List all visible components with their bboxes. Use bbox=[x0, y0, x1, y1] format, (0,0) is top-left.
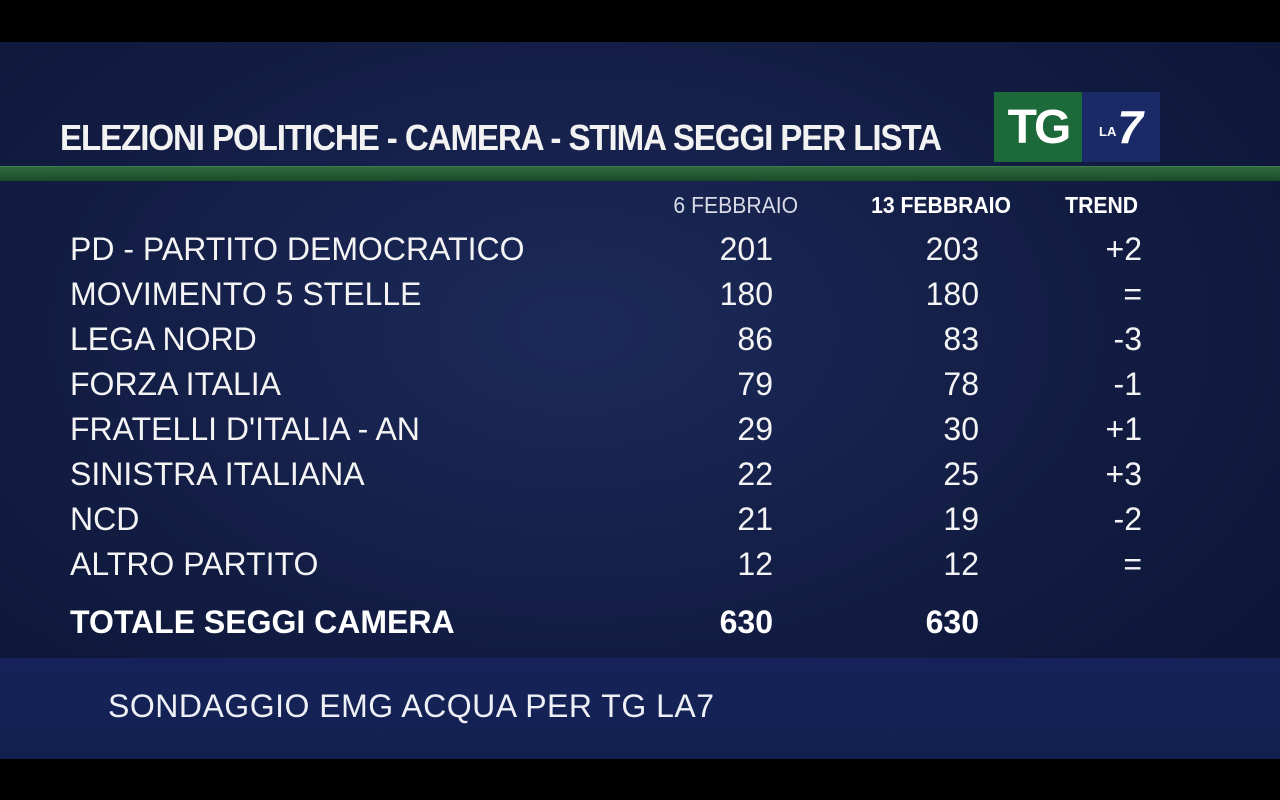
seats-trend: = bbox=[1123, 276, 1142, 312]
table-row: ALTRO PARTITO 12 12 = bbox=[0, 542, 1280, 586]
seats-6-feb: 22 bbox=[737, 456, 773, 492]
logo-la: LA bbox=[1099, 123, 1117, 139]
column-header-6-feb: 6 FEBBRAIO bbox=[673, 192, 799, 218]
page-title: ELEZIONI POLITICHE - CAMERA - STIMA SEGG… bbox=[60, 117, 942, 158]
seats-13-feb: 78 bbox=[943, 366, 979, 402]
seats-13-feb: 25 bbox=[943, 456, 979, 492]
logo-tg: TG bbox=[994, 92, 1082, 162]
seats-13-feb: 180 bbox=[925, 276, 979, 312]
seats-13-feb: 83 bbox=[943, 321, 979, 357]
seats-trend: +3 bbox=[1105, 456, 1142, 492]
total-6-feb: 630 bbox=[719, 604, 773, 640]
seats-trend: = bbox=[1123, 546, 1142, 582]
party-name: LEGA NORD bbox=[70, 321, 257, 357]
source-caption: SONDAGGIO EMG ACQUA PER TG LA7 bbox=[108, 688, 715, 724]
party-name: FRATELLI D'ITALIA - AN bbox=[70, 411, 420, 447]
title-underline-bar bbox=[0, 166, 1280, 181]
seats-6-feb: 12 bbox=[737, 546, 773, 582]
logo-la7: LA 7 bbox=[1082, 92, 1160, 162]
logo-seven: 7 bbox=[1117, 101, 1143, 153]
seats-13-feb: 30 bbox=[943, 411, 979, 447]
seats-13-feb: 19 bbox=[943, 501, 979, 537]
seats-trend: +1 bbox=[1105, 411, 1142, 447]
seats-13-feb: 203 bbox=[925, 231, 979, 267]
table-row: FORZA ITALIA 79 78 -1 bbox=[0, 362, 1280, 406]
tg-la7-logo: TG LA 7 bbox=[994, 92, 1160, 162]
total-row: TOTALE SEGGI CAMERA 630 630 bbox=[0, 600, 1280, 644]
party-name: SINISTRA ITALIANA bbox=[70, 456, 365, 492]
seats-trend: -2 bbox=[1113, 501, 1142, 537]
party-name: FORZA ITALIA bbox=[70, 366, 281, 402]
total-13-feb: 630 bbox=[925, 604, 979, 640]
table-row: NCD 21 19 -2 bbox=[0, 497, 1280, 541]
seats-trend: -1 bbox=[1113, 366, 1142, 402]
source-band bbox=[0, 658, 1280, 759]
party-name: NCD bbox=[70, 501, 140, 537]
table-row: PD - PARTITO DEMOCRATICO 201 203 +2 bbox=[0, 227, 1280, 271]
seats-6-feb: 180 bbox=[719, 276, 773, 312]
party-name: MOVIMENTO 5 STELLE bbox=[70, 276, 422, 312]
party-name: ALTRO PARTITO bbox=[70, 546, 319, 582]
seats-6-feb: 86 bbox=[737, 321, 773, 357]
seats-6-feb: 21 bbox=[737, 501, 773, 537]
seats-6-feb: 79 bbox=[737, 366, 773, 402]
total-label: TOTALE SEGGI CAMERA bbox=[70, 604, 455, 640]
seats-trend: -3 bbox=[1113, 321, 1142, 357]
seats-6-feb: 201 bbox=[719, 231, 773, 267]
table-row: SINISTRA ITALIANA 22 25 +3 bbox=[0, 452, 1280, 496]
table-row: FRATELLI D'ITALIA - AN 29 30 +1 bbox=[0, 407, 1280, 451]
table-row: LEGA NORD 86 83 -3 bbox=[0, 317, 1280, 361]
column-header-trend: TREND bbox=[1065, 192, 1139, 218]
party-name: PD - PARTITO DEMOCRATICO bbox=[70, 231, 525, 267]
seats-13-feb: 12 bbox=[943, 546, 979, 582]
column-header-13-feb: 13 FEBBRAIO bbox=[871, 192, 1012, 218]
table-row: MOVIMENTO 5 STELLE 180 180 = bbox=[0, 272, 1280, 316]
seats-trend: +2 bbox=[1105, 231, 1142, 267]
seats-6-feb: 29 bbox=[737, 411, 773, 447]
